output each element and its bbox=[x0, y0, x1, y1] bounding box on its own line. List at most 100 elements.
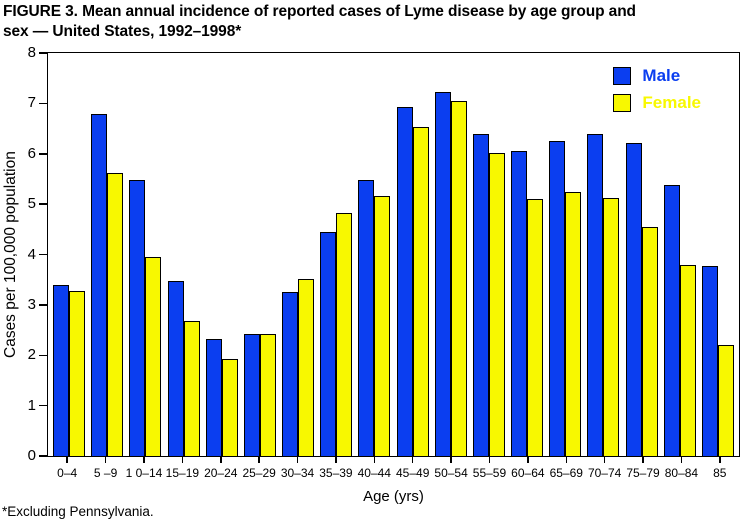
bar-male bbox=[663, 184, 680, 456]
bar-group-15-19 bbox=[165, 53, 203, 456]
y-tick-label: 2 bbox=[27, 346, 36, 364]
x-tick-label: 1 0–14 bbox=[125, 466, 163, 480]
bar-male bbox=[434, 92, 451, 456]
bar-group-85 bbox=[699, 53, 737, 456]
bar-female bbox=[641, 226, 658, 456]
bar-male bbox=[53, 284, 70, 456]
x-tick-label: 45–49 bbox=[396, 466, 430, 480]
x-tick-mark bbox=[680, 456, 683, 463]
bar-female bbox=[183, 321, 200, 456]
footnote: *Excluding Pennsylvania. bbox=[2, 504, 154, 519]
bar-male bbox=[320, 231, 337, 456]
bar-group-25-29 bbox=[241, 53, 279, 456]
y-tick-label: 4 bbox=[27, 245, 36, 263]
bar-male bbox=[396, 106, 413, 456]
bar-female bbox=[412, 127, 429, 456]
x-tick-label: 70–74 bbox=[587, 466, 622, 480]
bar-female bbox=[565, 191, 582, 456]
y-tick-label: 1 bbox=[27, 396, 36, 414]
bar-group-45-49 bbox=[394, 53, 432, 456]
bar-group-5-9 bbox=[88, 53, 126, 456]
y-tick-mark bbox=[39, 455, 47, 457]
x-tick-mark bbox=[104, 456, 107, 463]
y-tick-mark bbox=[39, 253, 47, 256]
plot-area: 0 1 2 3 4 5 6 7 8 0–4 5 –9 1 0–14 15–19 20–24 25–29 30… bbox=[28, 45, 740, 480]
x-tick-label: 20–24 bbox=[204, 466, 238, 480]
bar-female bbox=[221, 359, 238, 456]
bar-group-60-64 bbox=[508, 53, 546, 456]
x-tick-mark bbox=[220, 456, 222, 463]
x-tick-label: 35–39 bbox=[319, 466, 353, 480]
y-tick-mark bbox=[39, 203, 47, 205]
bar-group-80-84 bbox=[661, 53, 699, 456]
x-tick-mark bbox=[143, 456, 145, 463]
bar-female bbox=[336, 213, 353, 456]
x-tick-mark bbox=[488, 456, 491, 463]
x-tick-mark bbox=[450, 456, 452, 463]
bar-male bbox=[549, 141, 566, 456]
legend-swatch-male bbox=[613, 67, 632, 85]
bar-group-65-69 bbox=[546, 53, 584, 456]
x-tick-mark bbox=[373, 456, 376, 463]
bar-male bbox=[358, 180, 375, 456]
x-tick-label: 15–19 bbox=[165, 466, 200, 480]
bar-female bbox=[450, 100, 467, 456]
bar-group-30-34 bbox=[279, 53, 317, 456]
y-tick-label: 7 bbox=[27, 94, 36, 112]
bar-male bbox=[91, 114, 108, 456]
legend-swatch-female bbox=[613, 94, 632, 112]
bar-male bbox=[472, 133, 489, 456]
y-tick-label: 3 bbox=[27, 295, 36, 313]
figure-title-line1: FIGURE 3. Mean annual incidence of repor… bbox=[3, 3, 636, 20]
bar-female bbox=[374, 195, 391, 456]
x-tick-mark bbox=[603, 456, 606, 463]
bar-female bbox=[145, 257, 162, 456]
legend-row-female: Female bbox=[613, 93, 701, 113]
bar-male bbox=[282, 291, 299, 456]
x-tick-mark bbox=[565, 456, 567, 463]
bar-male bbox=[587, 133, 604, 456]
x-tick-label: 50–54 bbox=[434, 466, 468, 480]
x-tick-label: 25–29 bbox=[242, 466, 276, 480]
y-tick-mark bbox=[39, 354, 47, 356]
bar-female bbox=[69, 290, 86, 456]
x-tick-label: 30–34 bbox=[280, 466, 315, 480]
bar-female bbox=[488, 152, 505, 456]
y-tick-mark bbox=[39, 102, 47, 105]
legend: Male Female bbox=[613, 66, 701, 113]
bar-group-55-59 bbox=[470, 53, 508, 456]
bar-group-50-54 bbox=[432, 53, 470, 456]
bar-male bbox=[129, 180, 146, 456]
bar-female bbox=[527, 199, 544, 456]
y-tick-mark bbox=[39, 52, 47, 54]
y-tick-label: 5 bbox=[27, 195, 36, 213]
bar-male bbox=[243, 333, 260, 456]
bars-container bbox=[48, 53, 739, 456]
x-tick-label: 85 bbox=[713, 466, 727, 480]
bar-group-0-4 bbox=[50, 53, 88, 456]
y-tick-mark bbox=[39, 404, 47, 407]
x-tick-label: 40–44 bbox=[357, 466, 391, 480]
bar-male bbox=[511, 151, 528, 456]
bar-male bbox=[702, 265, 718, 456]
y-tick-label: 8 bbox=[27, 44, 36, 61]
bar-group-70-74 bbox=[584, 53, 622, 456]
bar-male bbox=[625, 142, 642, 456]
bar-female bbox=[679, 264, 696, 456]
legend-label-female: Female bbox=[642, 93, 701, 112]
bar-female bbox=[298, 278, 315, 456]
x-tick-label: 80–84 bbox=[664, 466, 699, 480]
bar-male bbox=[167, 281, 184, 456]
bar-group-1-0-14 bbox=[126, 53, 164, 456]
figure-title: FIGURE 3. Mean annual incidence of repor… bbox=[3, 2, 747, 42]
bar-male bbox=[205, 338, 222, 456]
y-tick-mark bbox=[39, 304, 47, 306]
x-tick-mark bbox=[66, 456, 68, 463]
bar-group-20-24 bbox=[203, 53, 241, 456]
bar-group-35-39 bbox=[317, 53, 355, 456]
y-tick-label: 6 bbox=[27, 144, 36, 162]
x-tick-mark bbox=[258, 456, 260, 463]
y-tick-mark bbox=[39, 153, 47, 155]
x-tick-label: 0–4 bbox=[57, 466, 78, 480]
x-tick-mark bbox=[719, 456, 721, 463]
